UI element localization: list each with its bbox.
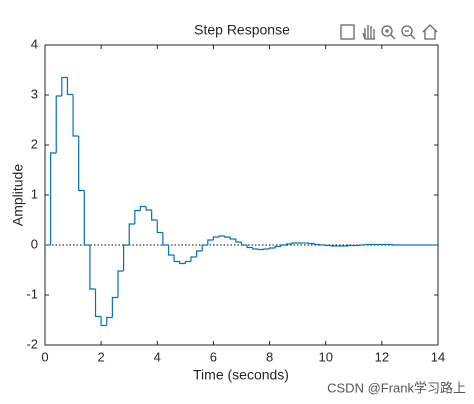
- x-tick-label: 14: [431, 349, 445, 364]
- step: [347, 244, 354, 247]
- step: [392, 244, 399, 246]
- step: [123, 244, 130, 271]
- step: [263, 248, 270, 250]
- step: [195, 250, 203, 257]
- step: [257, 248, 264, 251]
- y-tick-label: 2: [31, 136, 38, 151]
- step: [268, 247, 276, 249]
- x-tick-label: 4: [154, 349, 161, 364]
- step: [280, 244, 287, 247]
- step: [364, 243, 371, 246]
- step: [179, 261, 186, 265]
- step: [72, 94, 79, 137]
- step: [184, 260, 191, 264]
- x-tick-label: 8: [266, 349, 273, 364]
- step: [151, 210, 158, 221]
- step: [274, 245, 281, 248]
- x-tick-label: 12: [375, 349, 389, 364]
- x-axis-label: Time (seconds): [193, 367, 289, 383]
- step: [325, 244, 332, 247]
- chart-title: Step Response: [194, 22, 290, 38]
- step: [224, 236, 231, 238]
- step: [190, 256, 197, 262]
- y-axis-label: Amplitude: [10, 164, 26, 226]
- toolbar: [340, 24, 438, 40]
- step: [313, 243, 321, 246]
- step: [117, 270, 124, 298]
- step: [252, 247, 259, 250]
- step: [78, 136, 85, 192]
- step: [240, 242, 248, 246]
- step: [308, 242, 315, 245]
- y-tick-label: 1: [31, 186, 38, 201]
- step: [235, 239, 242, 243]
- step: [285, 243, 293, 245]
- step: [66, 77, 74, 96]
- step: [330, 245, 337, 247]
- step: [83, 190, 90, 246]
- watermark: CSDN @Frank学习路上: [327, 380, 466, 395]
- step: [319, 244, 326, 246]
- y-tick-label: -1: [26, 286, 38, 301]
- step: [94, 289, 102, 318]
- step: [111, 296, 118, 318]
- step: [139, 205, 147, 211]
- step: [173, 255, 180, 263]
- step: [162, 232, 169, 246]
- step: [106, 316, 113, 326]
- step: [89, 245, 96, 290]
- step: [156, 220, 163, 234]
- toolbar-icon[interactable]: [340, 24, 355, 40]
- y-tick-label: -2: [26, 336, 38, 351]
- toolbar-icon[interactable]: [401, 25, 413, 37]
- step: [358, 244, 366, 246]
- x-tick-label: 10: [318, 349, 332, 364]
- step: [134, 209, 141, 224]
- step: [218, 235, 225, 237]
- y-tick-label: 0: [31, 236, 38, 251]
- toolbar-icon[interactable]: [381, 25, 393, 37]
- y-tick-label: 3: [31, 86, 38, 101]
- y-tick-label: 4: [31, 36, 38, 51]
- step: [61, 76, 68, 96]
- step: [207, 239, 214, 245]
- step: [167, 245, 175, 256]
- toolbar-icon[interactable]: [362, 25, 375, 40]
- x-tick-label: 0: [41, 349, 48, 364]
- step: [55, 95, 62, 153]
- toolbar-icon[interactable]: [422, 24, 438, 40]
- step: [201, 244, 208, 251]
- step: [50, 152, 57, 245]
- step: [291, 242, 298, 244]
- step: [128, 223, 135, 245]
- step: [100, 316, 107, 327]
- step: [246, 245, 253, 249]
- step: [229, 237, 236, 240]
- x-tick-label: 2: [98, 349, 105, 364]
- plot-area: [44, 44, 439, 346]
- x-tick-label: 6: [210, 349, 217, 364]
- step: [145, 206, 152, 211]
- step: [212, 236, 220, 240]
